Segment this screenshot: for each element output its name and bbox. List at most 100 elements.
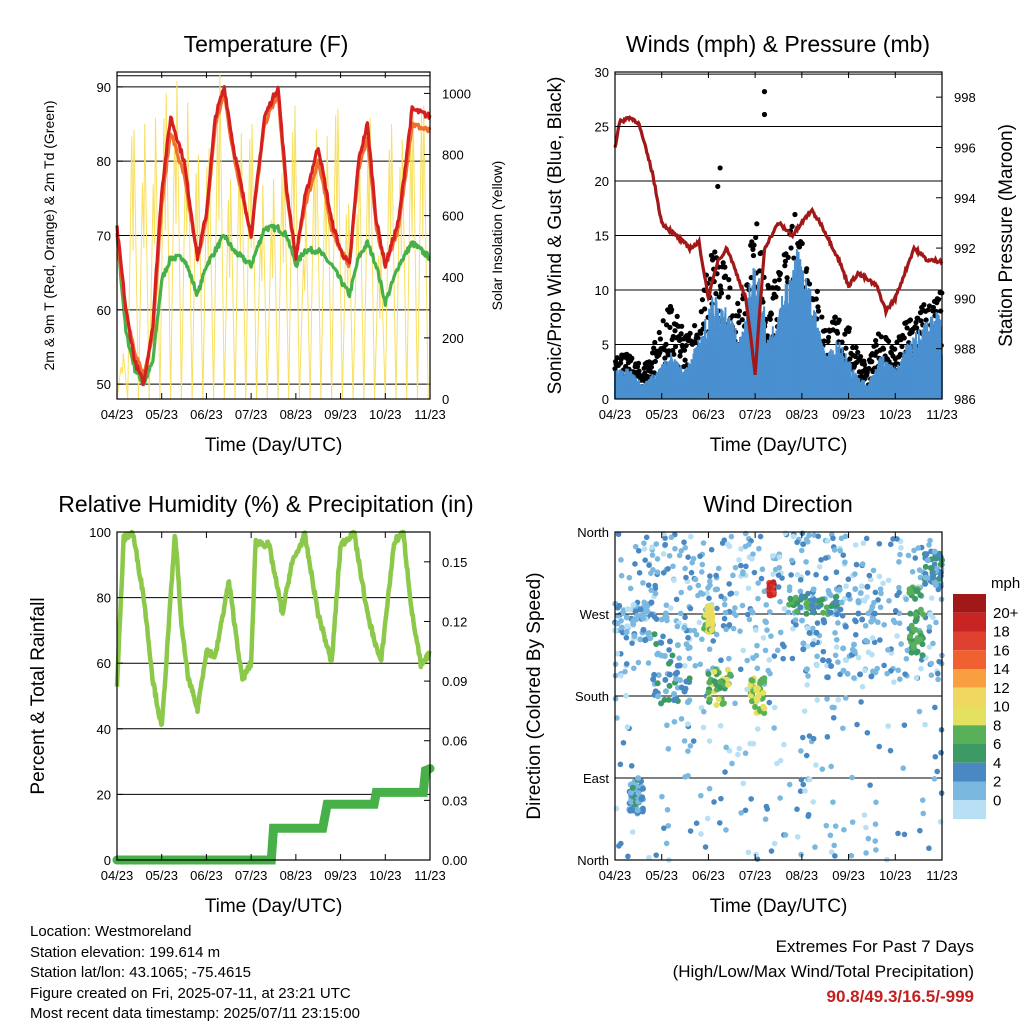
direction-point (845, 576, 852, 583)
direction-point (658, 639, 665, 646)
gust-point (635, 360, 642, 366)
gust-point (843, 345, 849, 351)
direction-point (676, 655, 683, 661)
gust-point (739, 317, 745, 323)
y2-tick-label: 990 (954, 291, 976, 306)
colorbar-label: 6 (993, 736, 1001, 753)
direction-point (832, 823, 839, 829)
direction-point (627, 585, 634, 592)
direction-point (631, 632, 638, 639)
direction-point (678, 716, 685, 722)
direction-point (814, 662, 820, 669)
direction-point (830, 714, 837, 721)
direction-point (900, 765, 907, 771)
direction-point (687, 585, 693, 591)
direction-point (837, 547, 844, 554)
direction-point (894, 633, 900, 639)
direction-point (771, 725, 777, 731)
direction-point (836, 586, 843, 593)
direction-point (720, 700, 727, 707)
direction-point (745, 611, 751, 618)
direction-point (852, 542, 859, 548)
direction-point (932, 753, 939, 760)
x-axis-label: Time (Day/UTC) (710, 435, 848, 456)
direction-point (772, 566, 779, 573)
direction-point (869, 635, 876, 641)
direction-point (842, 595, 848, 602)
direction-point (854, 721, 860, 728)
direction-point (618, 557, 624, 563)
direction-point (803, 666, 810, 673)
direction-point (788, 572, 794, 578)
direction-point (681, 539, 687, 546)
colorbar-label: 14 (993, 661, 1010, 678)
direction-point (896, 559, 902, 565)
y2-tick-label: 600 (442, 209, 464, 224)
direction-point (863, 850, 869, 856)
direction-point (804, 643, 811, 650)
x-tick-label: 09/23 (324, 868, 357, 883)
direction-point (664, 722, 670, 729)
gust-point (918, 318, 924, 324)
direction-point (872, 821, 879, 827)
gust-point (782, 263, 788, 269)
direction-point (797, 588, 804, 595)
direction-point (687, 828, 694, 834)
x-tick-label: 05/23 (645, 868, 678, 883)
gust-point (751, 242, 757, 248)
gust-point (785, 254, 791, 260)
direction-point (654, 680, 661, 687)
direction-point (907, 610, 914, 617)
gust-point (761, 89, 768, 95)
direction-point (736, 745, 743, 752)
direction-point (862, 637, 869, 644)
direction-point (753, 851, 759, 858)
y2-tick-label: 0.09 (442, 674, 467, 689)
gust-point (907, 317, 914, 323)
direction-point (760, 689, 767, 696)
direction-point (880, 580, 886, 587)
direction-point (810, 735, 817, 742)
x-tick-label: 11/23 (414, 407, 446, 422)
gust-point (777, 270, 783, 277)
humidity-precip-chart: 04/23 05/23 06/23 07/23 08/23 09/23 10/23 11/23… (28, 491, 474, 917)
y-tick-label: 100 (89, 525, 111, 540)
direction-point (761, 678, 768, 685)
direction-point (839, 612, 846, 619)
gust-point (647, 368, 653, 374)
gust-point (815, 304, 821, 310)
direction-point (799, 530, 806, 537)
direction-point (662, 688, 669, 695)
direction-point (827, 609, 834, 616)
direction-point (799, 734, 806, 741)
direction-point (831, 704, 837, 711)
gust-point (750, 252, 757, 259)
direction-point (705, 689, 712, 696)
y2-tick-label: 400 (442, 270, 464, 285)
direction-point (681, 624, 688, 631)
direction-point (872, 669, 879, 676)
direction-point (716, 820, 723, 826)
direction-point (633, 616, 640, 623)
gust-point (652, 358, 658, 364)
direction-point (855, 654, 862, 661)
x-tick-label: 07/23 (235, 868, 268, 883)
direction-point (832, 652, 839, 659)
direction-point (758, 575, 765, 582)
direction-point (646, 562, 652, 568)
direction-point (616, 843, 622, 849)
direction-point (649, 552, 656, 558)
direction-point (792, 594, 799, 601)
direction-point (742, 543, 749, 550)
x-tick-label: 10/23 (369, 868, 402, 883)
direction-point (641, 540, 647, 546)
direction-point (711, 668, 718, 675)
direction-point (687, 743, 694, 749)
gust-point (861, 361, 868, 368)
gust-point (678, 331, 684, 337)
direction-point (663, 602, 670, 608)
direction-point (623, 692, 629, 699)
direction-point (912, 626, 919, 633)
direction-point (840, 645, 847, 652)
gust-point (869, 359, 875, 365)
